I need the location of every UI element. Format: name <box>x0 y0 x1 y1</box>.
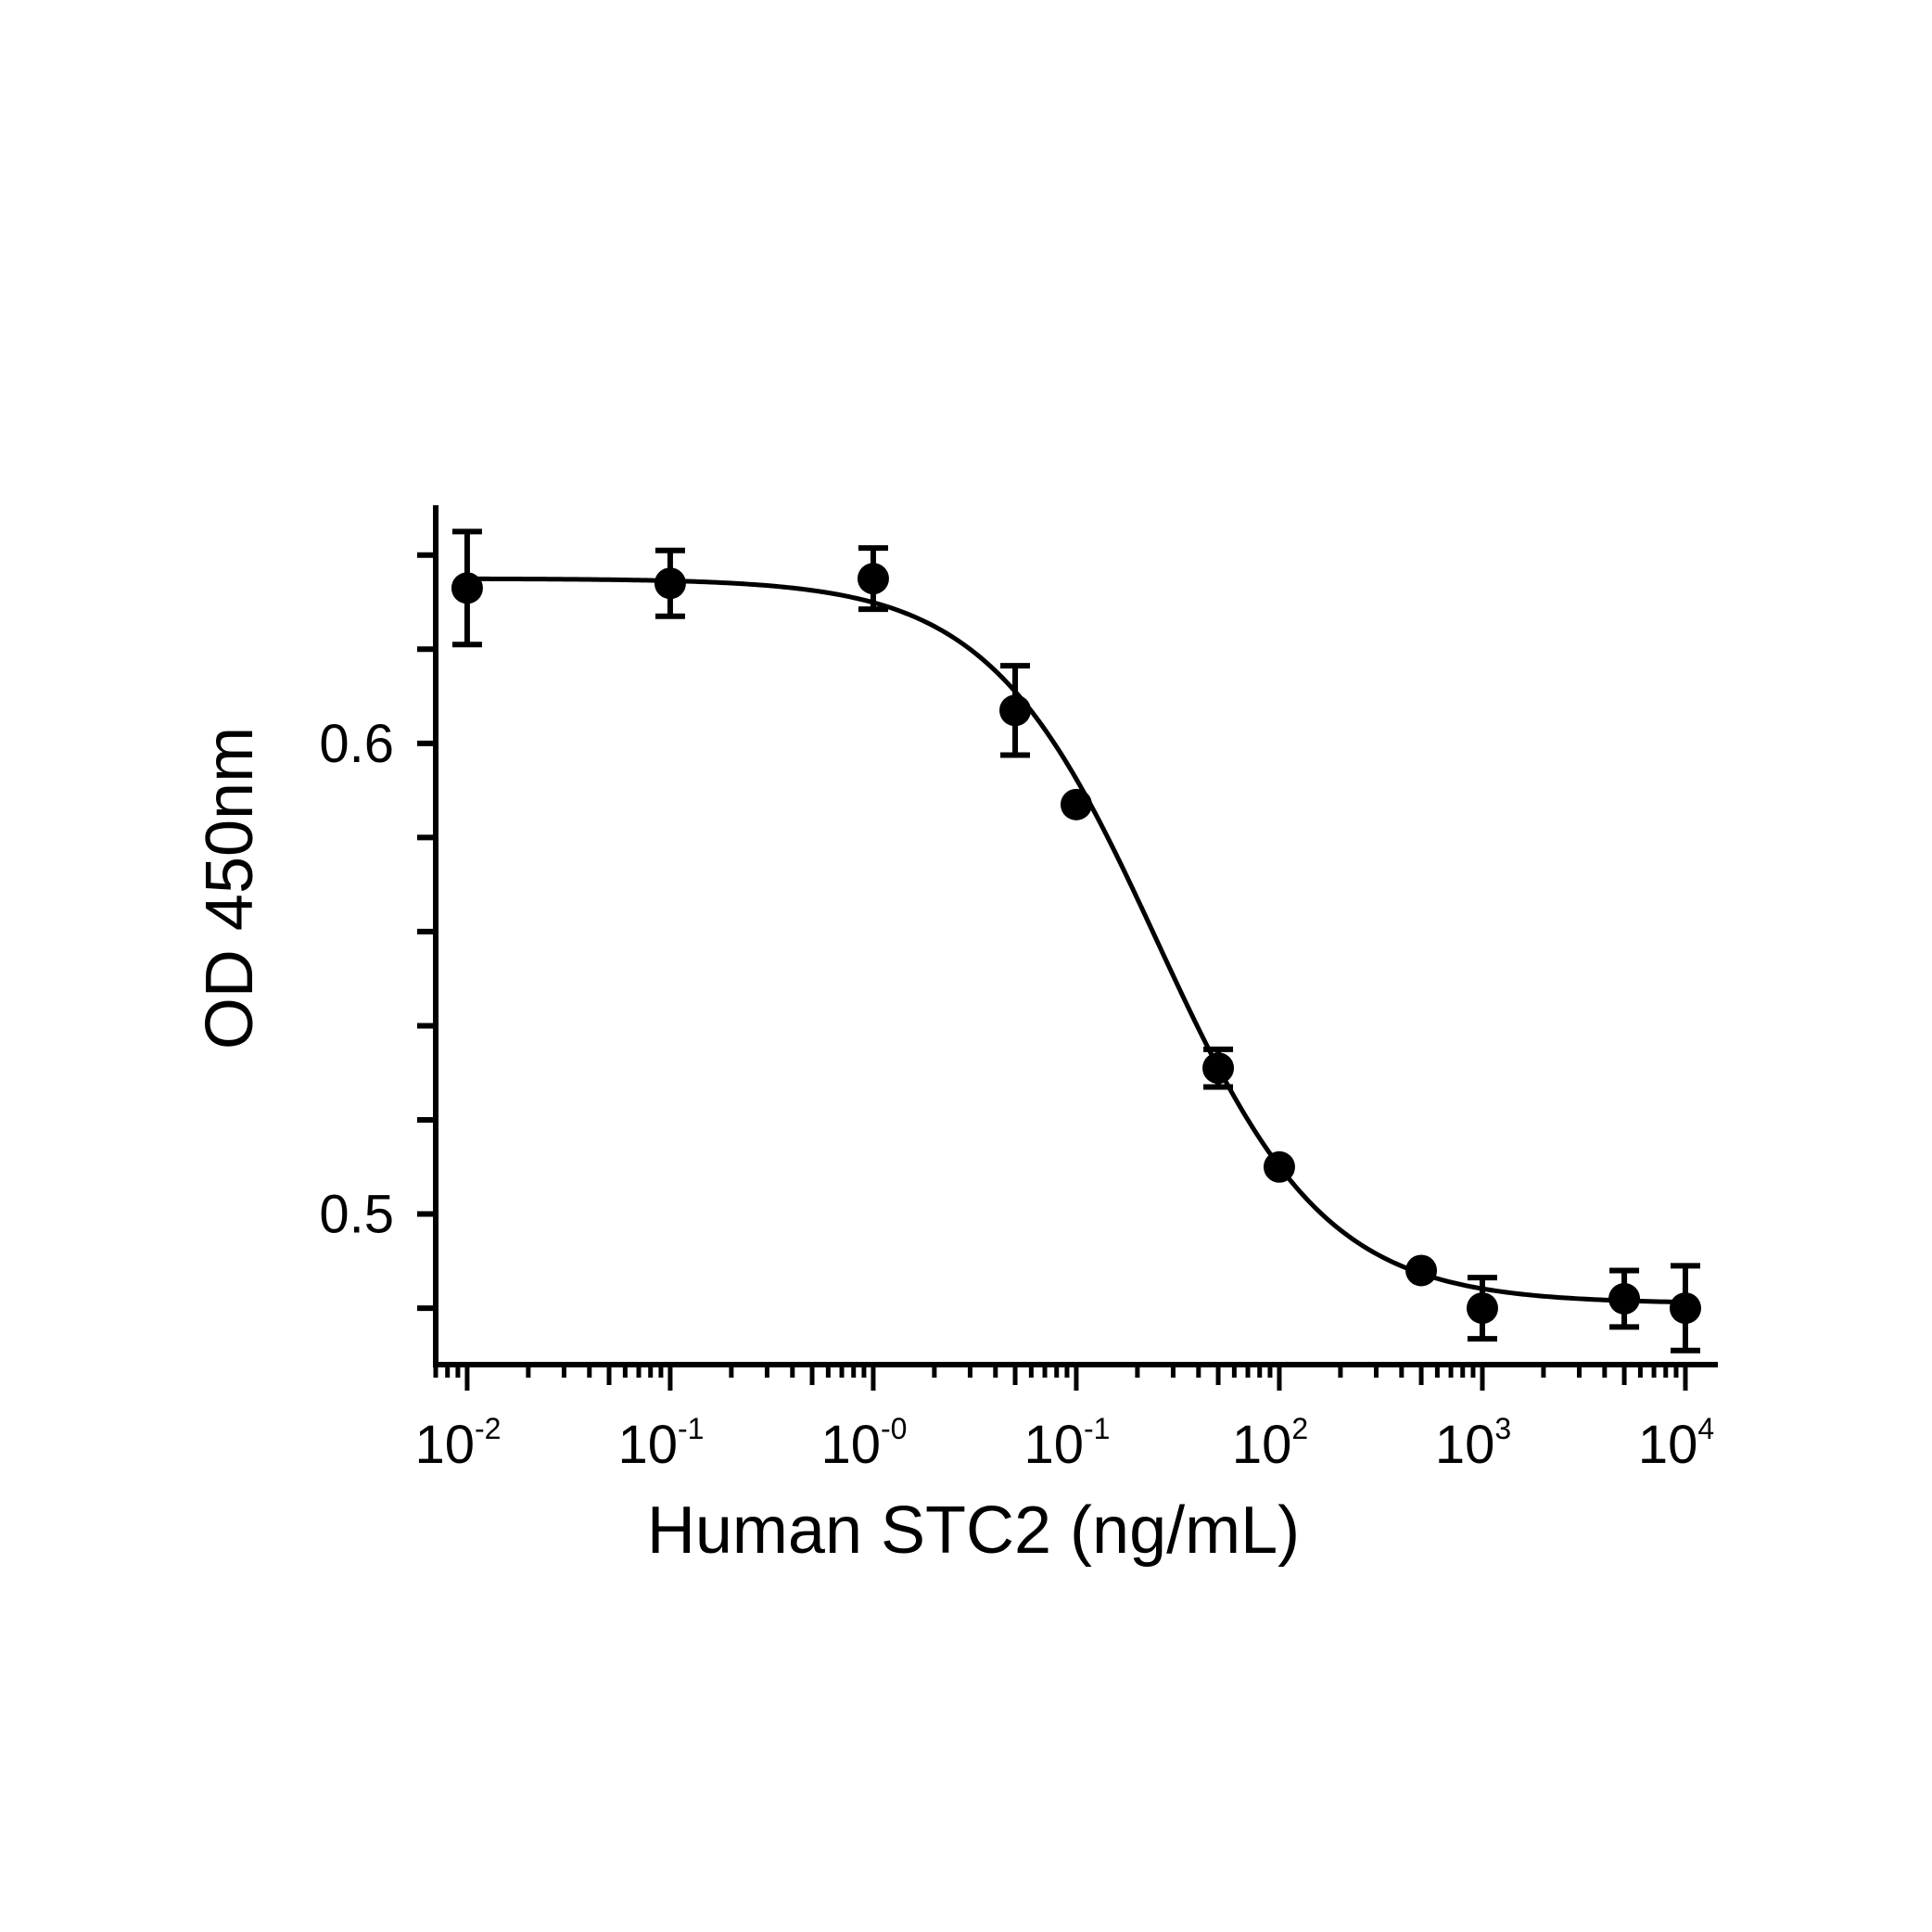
axes <box>417 505 1718 1391</box>
y-tick-label: 0.6 <box>319 714 394 774</box>
x-tick-label: 10-2 <box>414 1412 501 1475</box>
data-point <box>1263 1150 1295 1183</box>
data-point <box>1466 1292 1498 1325</box>
data-point <box>1608 1282 1641 1315</box>
x-tick-label: 10-0 <box>820 1412 907 1475</box>
x-tick-label: 10-1 <box>1023 1412 1110 1475</box>
data-point <box>1669 1292 1701 1325</box>
data-point <box>1060 788 1092 820</box>
data-point <box>1405 1254 1438 1287</box>
tick-labels-layer: 0.5 0.6 10-2 10-1 10-0 10-1 102 103 104 <box>319 714 1714 1475</box>
x-axis-title: Human STC2 (ng/mL) <box>647 1493 1300 1568</box>
data-point <box>654 567 686 600</box>
data-point <box>857 563 889 595</box>
data-point <box>999 694 1032 727</box>
y-axis-title: OD 450nm <box>193 727 267 1049</box>
data-point <box>451 572 483 604</box>
fit-curve <box>466 576 1686 1305</box>
y-tick-label: 0.5 <box>319 1185 394 1245</box>
x-tick-label: 104 <box>1638 1412 1714 1475</box>
data-point <box>1202 1052 1235 1085</box>
x-tick-label: 103 <box>1435 1412 1511 1475</box>
fit-curve-layer <box>466 576 1686 1305</box>
x-tick-label: 102 <box>1232 1412 1308 1475</box>
x-tick-label: 10-1 <box>617 1412 704 1475</box>
data-points-layer <box>451 528 1701 1354</box>
